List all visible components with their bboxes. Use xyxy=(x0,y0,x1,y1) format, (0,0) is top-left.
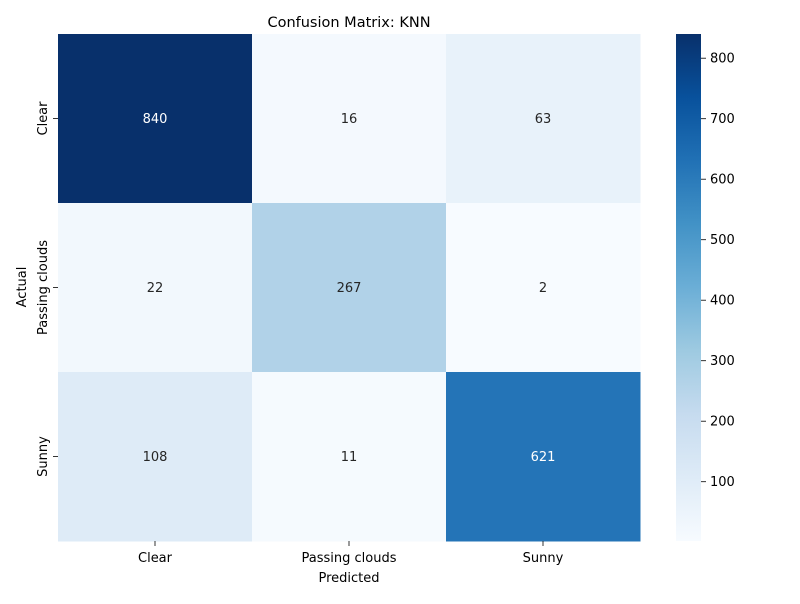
y-axis-ticks: Clear Passing clouds Sunny xyxy=(36,101,58,477)
x-axis-ticks: Clear Passing clouds Sunny xyxy=(138,541,564,566)
colorbar-tick-label: 400 xyxy=(710,294,735,309)
cell-value-label: 108 xyxy=(143,450,168,465)
colorbar-tick-label: 100 xyxy=(710,475,735,490)
y-tick-label: Clear xyxy=(36,101,51,136)
x-tick-label: Clear xyxy=(138,551,173,566)
heatmap-cell xyxy=(446,372,641,542)
heatmap-cell xyxy=(446,203,641,373)
colorbar-tick-label: 500 xyxy=(710,233,735,248)
colorbar-ticks: 100 200 300 400 500 600 700 800 xyxy=(701,52,735,490)
cell-value-label: 63 xyxy=(535,112,552,127)
heatmap-cell xyxy=(58,372,253,542)
cell-value-label: 840 xyxy=(143,112,168,127)
heatmap-cell xyxy=(252,34,447,204)
cell-value-label: 16 xyxy=(341,112,358,127)
x-axis-label: Predicted xyxy=(318,571,379,586)
colorbar xyxy=(676,34,701,541)
heatmap-cell xyxy=(58,203,253,373)
chart-title: Confusion Matrix: KNN xyxy=(267,15,430,31)
x-tick-label: Passing clouds xyxy=(302,551,397,566)
colorbar-tick-label: 200 xyxy=(710,415,735,430)
colorbar-tick-label: 800 xyxy=(710,52,735,67)
cell-value-label: 22 xyxy=(147,281,164,296)
cell-value-label: 267 xyxy=(337,281,362,296)
heatmap-cell xyxy=(58,34,253,204)
y-tick-label: Sunny xyxy=(36,436,51,477)
y-tick-label: Passing clouds xyxy=(36,240,51,335)
cell-value-label: 11 xyxy=(341,450,358,465)
heatmap-cell xyxy=(252,203,447,373)
colorbar-tick-label: 600 xyxy=(710,173,735,188)
y-axis-label: Actual xyxy=(15,267,30,308)
heatmap-cells: 840 16 63 22 267 2 108 11 621 xyxy=(58,34,641,542)
x-tick-label: Sunny xyxy=(523,551,564,566)
colorbar-tick-label: 300 xyxy=(710,354,735,369)
colorbar-tick-label: 700 xyxy=(710,112,735,127)
cell-value-label: 2 xyxy=(539,281,547,296)
heatmap-cell xyxy=(446,34,641,204)
cell-value-label: 621 xyxy=(531,450,556,465)
heatmap-cell xyxy=(252,372,447,542)
